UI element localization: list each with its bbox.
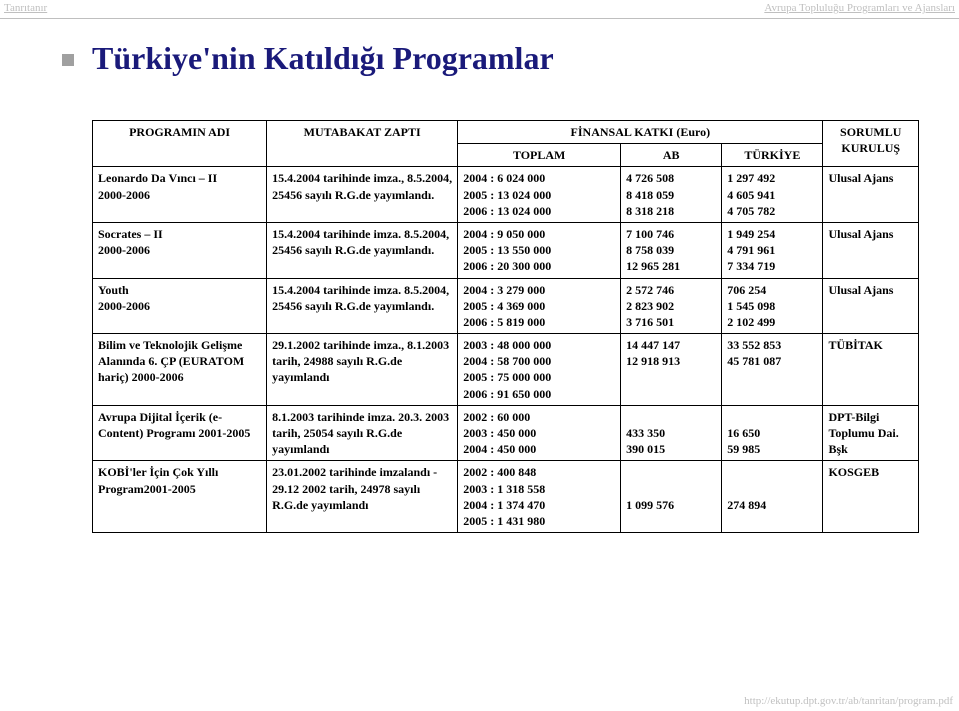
cell-tr: 1 297 4924 605 9414 705 782 (722, 167, 823, 223)
col-sorumlu-header: SORUMLU KURULUŞ (823, 121, 919, 167)
col-toplam-header: TOPLAM (458, 144, 621, 167)
header-divider (0, 18, 959, 19)
cell-name: Leonardo Da Vıncı – II2000-2006 (93, 167, 267, 223)
cell-zapti: 15.4.2004 tarihinde imza., 8.5.2004, 254… (267, 167, 458, 223)
cell-name: Avrupa Dijital İçerik (e-Content) Progra… (93, 405, 267, 461)
cell-tr: 274 894 (722, 461, 823, 533)
cell-zapti: 15.4.2004 tarihinde imza. 8.5.2004, 2545… (267, 278, 458, 334)
cell-sorumlu: Ulusal Ajans (823, 222, 919, 278)
col-ab-header: AB (621, 144, 722, 167)
cell-ab: 2 572 7462 823 9023 716 501 (621, 278, 722, 334)
cell-tr: 1 949 2544 791 9617 334 719 (722, 222, 823, 278)
table-row: Leonardo Da Vıncı – II2000-200615.4.2004… (93, 167, 919, 223)
footer-url: http://ekutup.dpt.gov.tr/ab/tanritan/pro… (744, 695, 953, 707)
cell-zapti: 8.1.2003 tarihinde imza. 20.3. 2003 tari… (267, 405, 458, 461)
table-row: KOBİ'ler İçin Çok Yıllı Program2001-2005… (93, 461, 919, 533)
col-zapti-header: MUTABAKAT ZAPTI (267, 121, 458, 167)
cell-toplam: 2004 : 3 279 0002005 : 4 369 0002006 : 5… (458, 278, 621, 334)
cell-toplam: 2004 : 9 050 0002005 : 13 550 0002006 : … (458, 222, 621, 278)
table-row: Youth2000-200615.4.2004 tarihinde imza. … (93, 278, 919, 334)
cell-zapti: 15.4.2004 tarihinde imza. 8.5.2004, 2545… (267, 222, 458, 278)
cell-toplam: 2002 : 60 0002003 : 450 0002004 : 450 00… (458, 405, 621, 461)
col-tr-header: TÜRKİYE (722, 144, 823, 167)
cell-ab: 433 350390 015 (621, 405, 722, 461)
table-row: Bilim ve Teknolojik Gelişme Alanında 6. … (93, 334, 919, 406)
cell-name: Bilim ve Teknolojik Gelişme Alanında 6. … (93, 334, 267, 406)
cell-ab: 1 099 576 (621, 461, 722, 533)
cell-toplam: 2002 : 400 8482003 : 1 318 5582004 : 1 3… (458, 461, 621, 533)
header-left: Tanrıtanır (4, 2, 47, 14)
cell-sorumlu: KOSGEB (823, 461, 919, 533)
cell-tr: 33 552 85345 781 087 (722, 334, 823, 406)
table-header-row-1: PROGRAMIN ADI MUTABAKAT ZAPTI FİNANSAL K… (93, 121, 919, 144)
table-row: Socrates – II2000-200615.4.2004 tarihind… (93, 222, 919, 278)
cell-tr: 16 65059 985 (722, 405, 823, 461)
cell-zapti: 29.1.2002 tarihinde imza., 8.1.2003 tari… (267, 334, 458, 406)
cell-tr: 706 2541 545 0982 102 499 (722, 278, 823, 334)
cell-ab: 7 100 7468 758 03912 965 281 (621, 222, 722, 278)
cell-sorumlu: Ulusal Ajans (823, 167, 919, 223)
programs-table: PROGRAMIN ADI MUTABAKAT ZAPTI FİNANSAL K… (92, 120, 919, 533)
cell-toplam: 2003 : 48 000 0002004 : 58 700 0002005 :… (458, 334, 621, 406)
cell-name: Socrates – II2000-2006 (93, 222, 267, 278)
cell-sorumlu: DPT-Bilgi Toplumu Dai. Bşk (823, 405, 919, 461)
cell-name: KOBİ'ler İçin Çok Yıllı Program2001-2005 (93, 461, 267, 533)
page-title: Türkiye'nin Katıldığı Programlar (92, 40, 554, 77)
title-bullet-icon (62, 54, 74, 66)
table-row: Avrupa Dijital İçerik (e-Content) Progra… (93, 405, 919, 461)
cell-ab: 14 447 14712 918 913 (621, 334, 722, 406)
col-name-header: PROGRAMIN ADI (93, 121, 267, 167)
cell-sorumlu: Ulusal Ajans (823, 278, 919, 334)
header-right: Avrupa Topluluğu Programları ve Ajanslar… (764, 2, 955, 14)
programs-table-wrap: PROGRAMIN ADI MUTABAKAT ZAPTI FİNANSAL K… (92, 120, 919, 533)
col-finansal-header: FİNANSAL KATKI (Euro) (458, 121, 823, 144)
cell-toplam: 2004 : 6 024 0002005 : 13 024 0002006 : … (458, 167, 621, 223)
cell-zapti: 23.01.2002 tarihinde imzalandı - 29.12 2… (267, 461, 458, 533)
cell-sorumlu: TÜBİTAK (823, 334, 919, 406)
cell-name: Youth2000-2006 (93, 278, 267, 334)
cell-ab: 4 726 5088 418 0598 318 218 (621, 167, 722, 223)
